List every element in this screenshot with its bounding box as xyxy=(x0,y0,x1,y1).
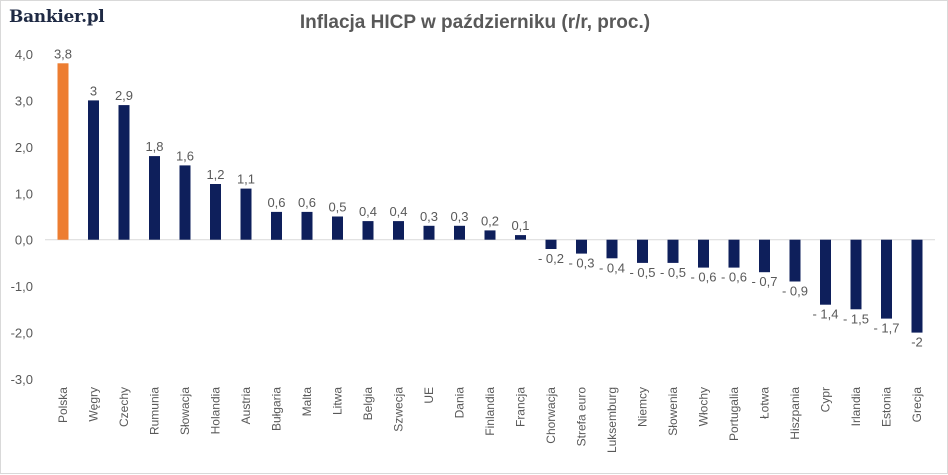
data-label: - 1,4 xyxy=(812,307,838,322)
x-tick-label: Węgry xyxy=(87,387,101,422)
x-tick-label: Strefa euro xyxy=(575,387,589,447)
x-tick-label: Cypr xyxy=(819,387,833,412)
bar-29 xyxy=(911,239,923,333)
x-tick-label: Belgia xyxy=(361,387,375,421)
bar-27 xyxy=(850,239,862,310)
data-label: 0,6 xyxy=(267,195,285,210)
y-tick-label: 2,0 xyxy=(15,140,33,155)
bar-14 xyxy=(454,225,465,240)
data-label: -2 xyxy=(911,335,923,350)
data-label: - 0,9 xyxy=(782,284,808,299)
y-tick-label: 0,0 xyxy=(15,233,33,248)
bar-12 xyxy=(393,221,404,240)
x-tick-label: Portugalia xyxy=(727,387,741,441)
bar-16 xyxy=(515,235,526,240)
x-tick-label: Szwecja xyxy=(392,387,406,432)
bar-24 xyxy=(759,239,770,273)
bar-1 xyxy=(57,63,69,240)
x-tick-label: Włochy xyxy=(697,387,711,426)
data-label: 0,4 xyxy=(389,204,407,219)
chart-title: Inflacja HICP w październiku (r/r, proc.… xyxy=(299,12,651,33)
data-label: - 1,7 xyxy=(873,321,899,336)
y-tick-label: -1,0 xyxy=(11,279,33,294)
brand-logo: Bankier.pl xyxy=(9,7,105,27)
bar-26 xyxy=(820,239,831,305)
data-label: - 0,2 xyxy=(538,251,564,266)
x-tick-label: Łotwa xyxy=(758,387,772,419)
data-label: 1,6 xyxy=(176,148,194,163)
bar-17 xyxy=(545,239,557,249)
x-tick-label: Dania xyxy=(453,387,467,419)
bar-5 xyxy=(179,165,191,240)
x-tick-label: Hiszpania xyxy=(788,387,802,440)
data-label: 3,8 xyxy=(54,46,72,61)
bar-8 xyxy=(271,211,282,240)
x-tick-label: Bułgaria xyxy=(270,387,284,431)
x-tick-label: Luksemburg xyxy=(605,387,619,453)
data-label: 0,2 xyxy=(481,213,499,228)
x-tick-label: Irlandia xyxy=(849,387,863,427)
bar-15 xyxy=(484,230,496,240)
data-label: - 0,4 xyxy=(599,260,625,275)
bar-11 xyxy=(362,221,374,240)
data-label: 1,2 xyxy=(206,167,224,182)
data-label: 3 xyxy=(90,83,97,98)
data-label: - 0,7 xyxy=(751,274,777,289)
data-label: - 1,5 xyxy=(843,311,869,326)
bar-7 xyxy=(240,188,252,240)
x-tick-label: Rumunia xyxy=(148,387,162,435)
bar-22 xyxy=(698,239,709,268)
bar-2 xyxy=(88,100,99,240)
data-label: 0,1 xyxy=(511,218,529,233)
x-tick-label: Grecja xyxy=(910,387,924,423)
data-label: 1,1 xyxy=(237,172,255,187)
data-label: 0,5 xyxy=(328,200,346,215)
bar-20 xyxy=(637,239,648,263)
x-tick-label: Słowacja xyxy=(178,387,192,435)
x-tick-label: Niemcy xyxy=(636,387,650,427)
data-label: 0,3 xyxy=(450,209,468,224)
bar-4 xyxy=(149,156,160,240)
bar-6 xyxy=(210,184,221,240)
bar-21 xyxy=(667,239,679,263)
data-label: 2,9 xyxy=(115,88,133,103)
x-tick-label: Austria xyxy=(239,387,253,425)
x-tick-label: Polska xyxy=(56,387,70,423)
x-tick-label: Estonia xyxy=(880,387,894,427)
y-tick-label: 1,0 xyxy=(15,186,33,201)
y-tick-label: -2,0 xyxy=(11,326,33,341)
x-tick-label: Holandia xyxy=(209,387,223,435)
data-label: - 0,6 xyxy=(690,270,716,285)
bar-19 xyxy=(606,239,618,259)
y-tick-label: 3,0 xyxy=(15,93,33,108)
bar-9 xyxy=(301,211,313,240)
data-label: 0,3 xyxy=(420,209,438,224)
x-tick-label: Słowenia xyxy=(666,387,680,436)
bar-25 xyxy=(789,239,801,282)
data-label: 0,4 xyxy=(359,204,377,219)
data-label: - 0,6 xyxy=(721,270,747,285)
bar-3 xyxy=(118,105,130,240)
x-tick-label: Malta xyxy=(300,387,314,417)
bar-10 xyxy=(332,216,343,240)
x-tick-label: Finlandia xyxy=(483,387,497,436)
x-tick-label: Litwa xyxy=(331,387,345,415)
data-label: - 0,5 xyxy=(660,265,686,280)
x-tick-label: UE xyxy=(422,387,436,404)
bar-18 xyxy=(576,239,587,254)
bar-23 xyxy=(728,239,740,268)
y-tick-label: -3,0 xyxy=(11,372,33,387)
bar-13 xyxy=(423,225,435,240)
x-tick-label: Francja xyxy=(514,387,528,427)
data-label: 0,6 xyxy=(298,195,316,210)
data-label: - 0,3 xyxy=(568,256,594,271)
data-label: 1,8 xyxy=(145,139,163,154)
data-label: - 0,5 xyxy=(629,265,655,280)
x-tick-label: Czechy xyxy=(117,387,131,427)
x-tick-label: Chorwacja xyxy=(544,387,558,444)
bar-28 xyxy=(881,239,892,319)
y-tick-label: 4,0 xyxy=(15,47,33,62)
